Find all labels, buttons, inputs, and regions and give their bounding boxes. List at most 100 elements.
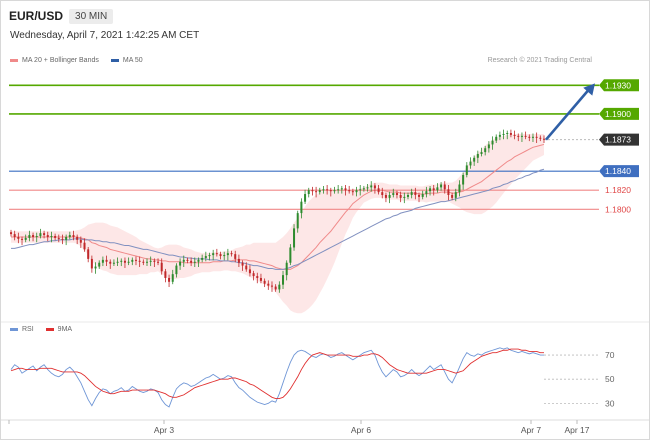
candle-body <box>21 238 24 240</box>
legend-9ma: 9MA <box>45 326 73 333</box>
candle-body <box>476 153 479 158</box>
candle-body <box>495 136 498 141</box>
timestamp: Wednesday, April 7, 2021 1:42:25 AM CET <box>10 30 200 41</box>
candle-body <box>502 133 505 135</box>
rsi-legend: RSI 9MA <box>10 326 84 333</box>
candle-body <box>65 236 68 240</box>
candle-body <box>83 242 86 250</box>
price-tag-bg-1 <box>599 107 639 120</box>
candle-body <box>157 261 160 263</box>
candle-body <box>362 188 365 190</box>
candle-body <box>252 273 255 277</box>
candle-body <box>465 165 468 175</box>
candle-body <box>491 140 494 145</box>
candle-body <box>98 262 101 267</box>
candle-body <box>142 261 145 263</box>
candle-body <box>484 148 487 153</box>
candle-body <box>259 277 262 281</box>
candle-body <box>72 235 75 237</box>
candle-body <box>326 189 329 191</box>
legend-ma50-label: MA 50 <box>122 57 143 64</box>
candle-body <box>311 190 314 192</box>
candle-body <box>226 253 229 256</box>
candle-body <box>9 232 13 235</box>
timeframe-badge[interactable]: 30 MIN <box>69 8 114 24</box>
candle-body <box>384 195 387 198</box>
candle-body <box>440 184 443 188</box>
candle-body <box>355 190 358 193</box>
credit-text: Research © 2021 Trading Central <box>487 57 592 64</box>
ma50-swatch <box>110 59 119 62</box>
candle-body <box>425 191 428 195</box>
candle-body <box>179 261 182 266</box>
candle-body <box>76 236 79 240</box>
candle-body <box>267 283 270 286</box>
rsi-tick-label-0: 70 <box>605 350 615 360</box>
candle-body <box>296 213 299 229</box>
candle-body <box>182 259 185 262</box>
rsi-swatch <box>10 328 18 331</box>
candle-body <box>230 253 233 255</box>
candle-body <box>520 135 523 137</box>
candle-body <box>28 235 31 238</box>
candle-body <box>201 257 204 260</box>
candle-body <box>120 260 123 262</box>
candle-body <box>480 152 483 154</box>
candle-body <box>381 192 384 195</box>
candle-body <box>315 191 318 193</box>
candle-body <box>123 260 126 263</box>
candle-body <box>61 238 64 240</box>
candle-body <box>131 259 134 262</box>
candle-body <box>94 266 97 269</box>
candle-body <box>487 144 490 149</box>
candle-body <box>418 195 421 197</box>
candle-body <box>535 136 538 138</box>
legend-rsi-label: RSI <box>22 326 34 333</box>
candle-body <box>149 260 152 262</box>
candle-body <box>237 258 240 263</box>
candle-body <box>204 256 207 258</box>
candle-body <box>443 184 446 190</box>
candle-body <box>270 285 273 287</box>
candle-body <box>278 284 281 290</box>
candle-body <box>462 174 465 185</box>
candle-body <box>153 260 156 262</box>
rsi-line <box>10 347 544 408</box>
candle-body <box>263 280 266 284</box>
candle-body <box>528 136 531 138</box>
price-label-2: 1.1873 <box>605 135 631 145</box>
candle-body <box>168 277 171 282</box>
legend-9ma-label: 9MA <box>57 326 73 333</box>
candle-body <box>454 192 457 198</box>
candle-body <box>322 189 325 191</box>
legend-ma50: MA 50 <box>110 57 143 64</box>
candle-body <box>509 133 512 135</box>
candle-body <box>17 236 20 239</box>
candle-body <box>241 262 244 266</box>
candle-body <box>39 233 42 237</box>
ma50-line <box>11 168 545 270</box>
legend-ma20: MA 20 + Bollinger Bands <box>10 57 99 64</box>
candle-body <box>403 196 406 198</box>
candle-body <box>116 261 119 263</box>
candle-body <box>90 258 93 269</box>
candle-body <box>46 235 49 237</box>
candle-body <box>35 236 38 238</box>
candle-body <box>105 259 108 262</box>
candle-body <box>370 185 373 188</box>
candle-body <box>429 188 432 192</box>
x-tick-label-3: Apr 17 <box>564 425 589 435</box>
candle-body <box>127 261 130 263</box>
price-label-3: 1.1840 <box>605 166 631 176</box>
candle-body <box>432 188 435 191</box>
price-tag-bg-3 <box>599 165 639 178</box>
candle-body <box>388 195 391 198</box>
price-tag-bg-0 <box>599 79 639 92</box>
candle-body <box>109 261 112 264</box>
candle-body <box>307 190 310 195</box>
rsi-tick-label-2: 30 <box>605 398 615 408</box>
candle-body <box>517 135 520 137</box>
candle-body <box>531 136 534 138</box>
